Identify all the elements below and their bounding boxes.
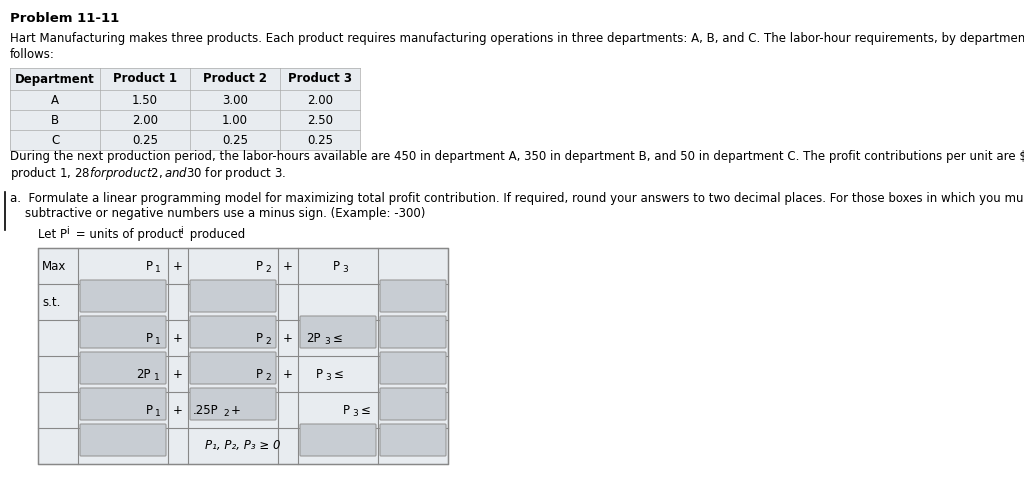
FancyBboxPatch shape [380,352,446,384]
Text: 2P: 2P [136,367,151,381]
FancyBboxPatch shape [380,316,446,348]
Text: 2: 2 [265,336,270,345]
FancyBboxPatch shape [80,352,166,384]
Text: A: A [51,93,59,106]
Text: 3: 3 [342,264,348,273]
Text: 1: 1 [155,409,161,417]
FancyBboxPatch shape [80,424,166,456]
Text: Let P: Let P [38,228,67,241]
Text: 1: 1 [155,336,161,345]
Text: 3: 3 [352,409,357,417]
Text: +: + [173,259,183,272]
Text: 3.00: 3.00 [222,93,248,106]
Text: ≤: ≤ [334,367,344,381]
Text: follows:: follows: [10,48,55,61]
FancyBboxPatch shape [300,316,376,348]
Text: P: P [256,331,263,344]
Text: 1: 1 [154,372,160,382]
Text: 2: 2 [265,372,270,382]
Text: product 1, $28 for product 2, and $30 for product 3.: product 1, $28 for product 2, and $30 fo… [10,165,286,182]
Text: +: + [283,259,293,272]
Text: C: C [51,134,59,147]
Text: 1.00: 1.00 [222,113,248,127]
Text: ≤: ≤ [333,331,343,344]
Text: P: P [256,259,263,272]
Text: produced: produced [186,228,246,241]
FancyBboxPatch shape [80,388,166,420]
Text: .25P: .25P [193,404,219,416]
Text: Product 1: Product 1 [113,73,177,85]
Text: P: P [146,331,153,344]
Text: 2: 2 [223,409,228,417]
Text: +: + [283,331,293,344]
Text: 1: 1 [155,264,161,273]
Text: 2: 2 [265,264,270,273]
FancyBboxPatch shape [380,388,446,420]
Text: 0.25: 0.25 [307,134,333,147]
Text: P: P [146,259,153,272]
Text: +: + [231,404,241,416]
Text: P: P [256,367,263,381]
Text: Max: Max [42,259,67,272]
Text: s.t.: s.t. [42,296,60,309]
Text: 1.50: 1.50 [132,93,158,106]
Text: subtractive or negative numbers use a minus sign. (Example: -300): subtractive or negative numbers use a mi… [10,207,425,220]
FancyBboxPatch shape [80,280,166,312]
Text: +: + [283,367,293,381]
Text: 2.00: 2.00 [132,113,158,127]
Text: P: P [343,404,350,416]
Text: Department: Department [15,73,95,85]
Text: 2P: 2P [306,331,321,344]
FancyBboxPatch shape [80,316,166,348]
Text: P₁, P₂, P₃ ≥ 0: P₁, P₂, P₃ ≥ 0 [205,439,281,452]
Text: +: + [173,331,183,344]
Text: a.  Formulate a linear programming model for maximizing total profit contributio: a. Formulate a linear programming model … [10,192,1024,205]
Text: P: P [316,367,323,381]
FancyBboxPatch shape [190,352,276,384]
Text: 0.25: 0.25 [132,134,158,147]
Text: P: P [146,404,153,416]
Text: P: P [333,259,340,272]
Text: Hart Manufacturing makes three products. Each product requires manufacturing ope: Hart Manufacturing makes three products.… [10,32,1024,45]
Text: 0.25: 0.25 [222,134,248,147]
Text: ≤: ≤ [361,404,371,416]
Text: = units of product: = units of product [72,228,186,241]
Text: +: + [173,367,183,381]
FancyBboxPatch shape [300,424,376,456]
FancyBboxPatch shape [190,316,276,348]
Text: i: i [66,226,69,236]
Text: 2.50: 2.50 [307,113,333,127]
Bar [38,248,449,464]
Text: During the next production period, the labor-hours available are 450 in departme: During the next production period, the l… [10,150,1024,163]
Text: i: i [180,226,182,236]
Text: 3: 3 [325,372,331,382]
Text: Product 2: Product 2 [203,73,267,85]
Text: Product 3: Product 3 [288,73,352,85]
Text: 2.00: 2.00 [307,93,333,106]
Text: Problem 11-11: Problem 11-11 [10,12,119,25]
Text: 3: 3 [324,336,330,345]
Text: B: B [51,113,59,127]
FancyBboxPatch shape [190,388,276,420]
FancyBboxPatch shape [380,424,446,456]
FancyBboxPatch shape [380,280,446,312]
FancyBboxPatch shape [190,280,276,312]
Text: +: + [173,404,183,416]
Bar [10,68,360,150]
